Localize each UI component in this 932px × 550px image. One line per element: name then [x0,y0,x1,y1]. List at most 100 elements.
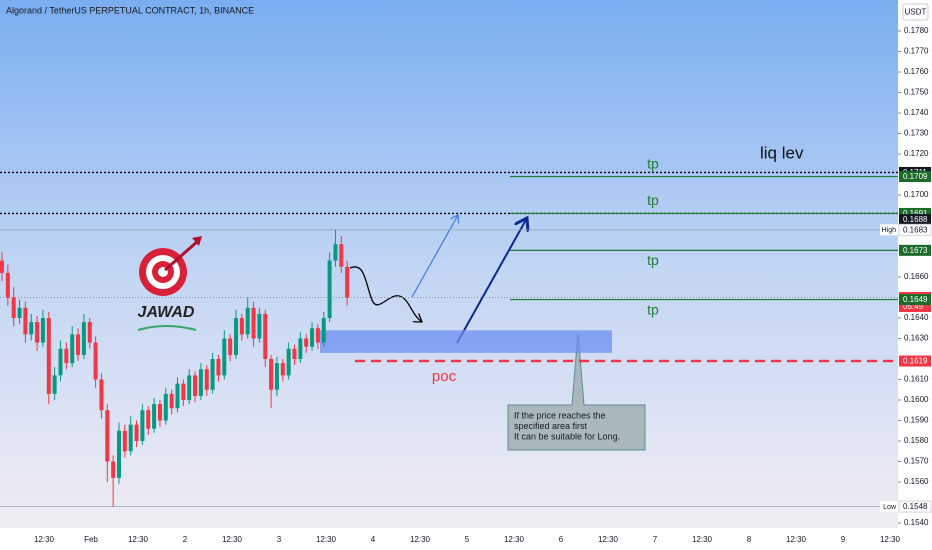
currency-box [902,3,929,21]
candle-body [274,363,279,390]
y-tick-label: 0.1630 [904,334,929,343]
x-tick-label: 12:30 [128,535,149,544]
candle-body [35,322,40,343]
candle-body [304,338,309,347]
candle-body [17,307,22,318]
candle-body [146,410,151,429]
y-tick-label: 0.1570 [904,457,929,466]
y-tick-label: 0.1640 [904,313,929,322]
price-badge [899,214,931,226]
y-tick-label: 0.1540 [904,518,929,527]
entry-zone [320,330,612,353]
candle-body [286,348,291,376]
projection-arrow [411,215,458,298]
candle-body [117,430,121,478]
candle-body [46,318,51,394]
price-badge-label: 0.1548 [903,502,928,511]
x-tick-label: 12:30 [692,535,713,544]
x-tick-label: Feb [84,535,98,544]
candle-body [310,328,315,347]
candle-body [251,307,256,339]
x-tick-label: 12:30 [34,535,55,544]
candle-body [345,266,350,298]
candle-body [111,461,116,478]
candle-body [152,404,157,429]
price-badge [899,171,931,183]
currency: USDT [905,8,927,17]
candle-body [327,260,332,318]
projection-arrow [456,218,527,344]
candle-body [181,383,186,400]
badge-tag-box [880,501,898,513]
candle-body [5,272,10,298]
candle-body [298,338,303,359]
price-badge [899,294,931,306]
callout-text: specified area first [514,421,588,431]
candle-body [58,348,63,376]
projection-arrow [349,266,422,322]
candle-body [93,342,98,380]
candle-body [11,297,16,318]
target-label: tp [647,155,659,171]
price-badge [898,223,932,236]
candle-body [204,369,209,390]
candle-body [140,410,145,441]
candle-body [187,375,192,400]
y-tick-label: 0.1740 [904,108,929,117]
price-badge [899,244,931,256]
candle-body [263,313,268,359]
candle-body [0,260,4,273]
candle-body [257,313,262,339]
candle-body [216,359,221,376]
candle-body [105,410,110,462]
candle-body [23,307,28,335]
candle-body [292,348,297,359]
candle-body [228,338,233,355]
candle-body [193,375,198,396]
x-tick-label: 12:30 [598,535,619,544]
y-tick-label: 0.1660 [904,272,929,281]
x-tick-label: 12:30 [222,535,243,544]
y-tick-label: 0.1610 [904,375,929,384]
poc-label: poc [432,368,457,385]
logo-text: JAWAD [138,304,195,321]
price-badge-label: 0.1619 [903,357,928,366]
y-tick-label: 0.1730 [904,129,929,138]
badge-tag-box [880,224,898,236]
y-tick-label: 0.1750 [904,88,929,97]
y-tick-label: 0.1590 [904,416,929,425]
x-tick-label: 5 [465,535,470,544]
y-tick-label: 0.1770 [904,47,929,56]
candle-body [339,244,344,267]
candle-body [40,318,45,343]
candle-body [315,328,320,343]
candle-body [234,318,238,355]
candle-body [210,359,215,390]
target-label: tp [647,192,659,208]
price-axis [898,0,932,550]
candle-body [76,334,81,355]
y-tick-label: 0.1780 [904,26,929,35]
x-tick-label: 12:30 [786,535,807,544]
candle-body [198,369,203,396]
candle-body [64,348,69,364]
callout [507,332,646,451]
x-tick-label: 7 [653,535,658,544]
x-tick-label: 6 [559,535,564,544]
badge-tag: Low [883,504,897,511]
liq-label: liq lev [760,143,804,162]
candle-body [99,379,104,411]
price-badge-countdown: 05:49 [903,302,924,311]
candle-body [222,338,227,376]
target-label: tp [647,301,659,317]
candle-body [52,375,57,394]
price-badge-label: 0.1649 [903,295,928,304]
y-tick-label: 0.1600 [904,395,929,404]
candle-body [163,393,168,421]
price-badge-label: 0.1673 [903,246,928,255]
x-tick-label: 9 [841,535,846,544]
chart-title: Algorand / TetherUS PERPETUAL CONTRACT, … [6,5,254,15]
x-tick-label: 8 [747,535,752,544]
candle-body [81,322,86,355]
